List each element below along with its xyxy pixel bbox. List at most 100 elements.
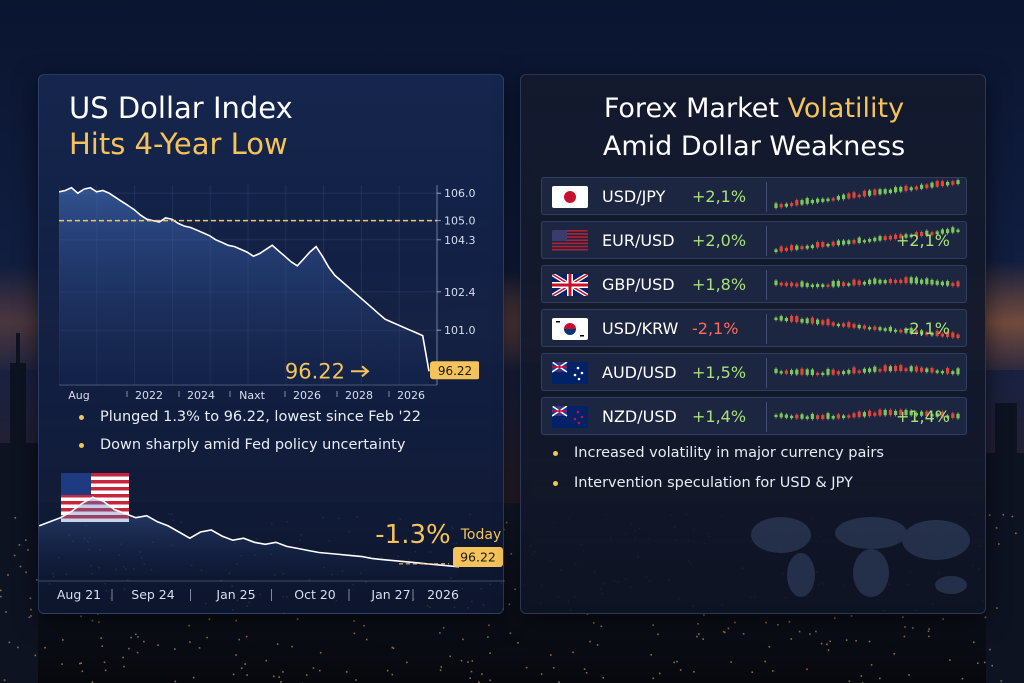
candle — [878, 236, 882, 241]
series-line — [39, 496, 460, 568]
candle — [816, 415, 820, 419]
candle — [956, 180, 960, 184]
candle — [816, 242, 820, 248]
candle — [842, 240, 846, 245]
world-map-icon — [751, 517, 970, 597]
candle — [920, 367, 924, 372]
candle — [951, 332, 955, 338]
candle — [810, 369, 814, 375]
candle — [930, 279, 934, 285]
candle — [836, 371, 840, 375]
candlestick-sparkline — [774, 178, 960, 210]
last-value-badge — [430, 361, 479, 380]
row-divider — [766, 358, 767, 388]
candle — [956, 229, 960, 232]
candle — [821, 242, 825, 247]
last-value-label: 96.22 — [460, 550, 496, 565]
candle — [868, 190, 872, 196]
candle — [862, 281, 866, 285]
candle — [784, 282, 788, 286]
y-tick-label: 106.0 — [444, 187, 476, 200]
candle — [779, 316, 783, 321]
candle — [852, 413, 856, 418]
candle — [946, 281, 950, 286]
candle — [946, 181, 950, 186]
candle — [795, 414, 799, 419]
candle — [914, 413, 918, 416]
candle — [795, 200, 799, 206]
candle — [862, 325, 866, 329]
candlestick-sparkline — [774, 225, 960, 254]
candle — [805, 369, 809, 375]
row-divider — [766, 314, 767, 344]
candle — [821, 372, 825, 375]
candle — [774, 414, 778, 417]
change-label: -1.3% — [375, 520, 450, 550]
x-tick-label: 2026 — [427, 587, 459, 602]
pair-change: +1,5% — [692, 363, 747, 382]
bullet-dot — [79, 442, 84, 448]
candle — [956, 368, 960, 375]
left-bullet-text: Down sharply amid Fed policy uncertainty — [100, 437, 406, 453]
gb-flag-icon — [552, 274, 588, 296]
candle — [805, 198, 809, 204]
candle — [920, 411, 924, 416]
candle — [852, 239, 856, 244]
pair-row-usd-jpy: USD/JPY +2,1% — [541, 177, 967, 215]
candle — [857, 237, 861, 243]
candle — [836, 323, 840, 327]
candle — [951, 181, 955, 185]
candle — [862, 240, 866, 243]
candle — [888, 279, 892, 284]
right-title-line1: Forex Market Volatility — [521, 93, 987, 124]
pair-name: NZD/USD — [602, 407, 677, 426]
candle — [883, 280, 887, 284]
chart-change-label: +1,4% — [895, 407, 950, 426]
candle — [831, 281, 835, 287]
y-tick-label: 101.0 — [444, 324, 476, 337]
candle — [774, 203, 778, 208]
candle — [868, 368, 872, 373]
candle — [847, 240, 851, 244]
candle — [857, 324, 861, 329]
candle — [826, 243, 830, 247]
pair-name: EUR/USD — [602, 231, 675, 250]
pair-row-gbp-usd: GBP/USD +1,8% — [541, 265, 967, 303]
candle — [878, 409, 882, 416]
candle — [805, 245, 809, 249]
right-bullet: Intervention speculation for USD & JPY — [553, 475, 884, 491]
row-divider — [766, 182, 767, 212]
x-tick-label: Aug — [68, 389, 89, 402]
candle — [800, 318, 804, 323]
candle — [826, 413, 830, 419]
candle — [774, 249, 778, 252]
right-bullet-text: Increased volatility in major currency p… — [574, 445, 884, 461]
candle — [831, 241, 835, 246]
candle — [779, 413, 783, 418]
candle — [862, 368, 866, 373]
candlestick-sparkline — [774, 363, 960, 377]
x-tick-label: Aug 21 — [57, 587, 101, 602]
candle — [899, 279, 903, 284]
candle — [920, 184, 924, 189]
candle — [878, 327, 882, 331]
candle — [883, 409, 887, 416]
candle — [925, 184, 929, 189]
right-bullet-list: Increased volatility in major currency p… — [553, 445, 884, 505]
candle — [904, 185, 908, 191]
left-title-line2: Hits 4-Year Low — [69, 127, 288, 161]
dollar-index-chart: 106.0 105.0 104.3 102.4 101.0 Aug 2022 2024 Naxt… — [59, 185, 479, 402]
candle — [925, 368, 929, 373]
candle — [790, 203, 794, 206]
candle — [774, 280, 778, 285]
candle — [940, 371, 944, 374]
candle — [805, 318, 809, 324]
candle — [862, 412, 866, 417]
candle — [831, 369, 835, 375]
x-tick-label: 2026 — [397, 389, 425, 402]
candle — [899, 329, 903, 333]
candle — [868, 238, 872, 242]
candle — [842, 371, 846, 375]
candle — [842, 323, 846, 327]
candle — [842, 282, 846, 287]
